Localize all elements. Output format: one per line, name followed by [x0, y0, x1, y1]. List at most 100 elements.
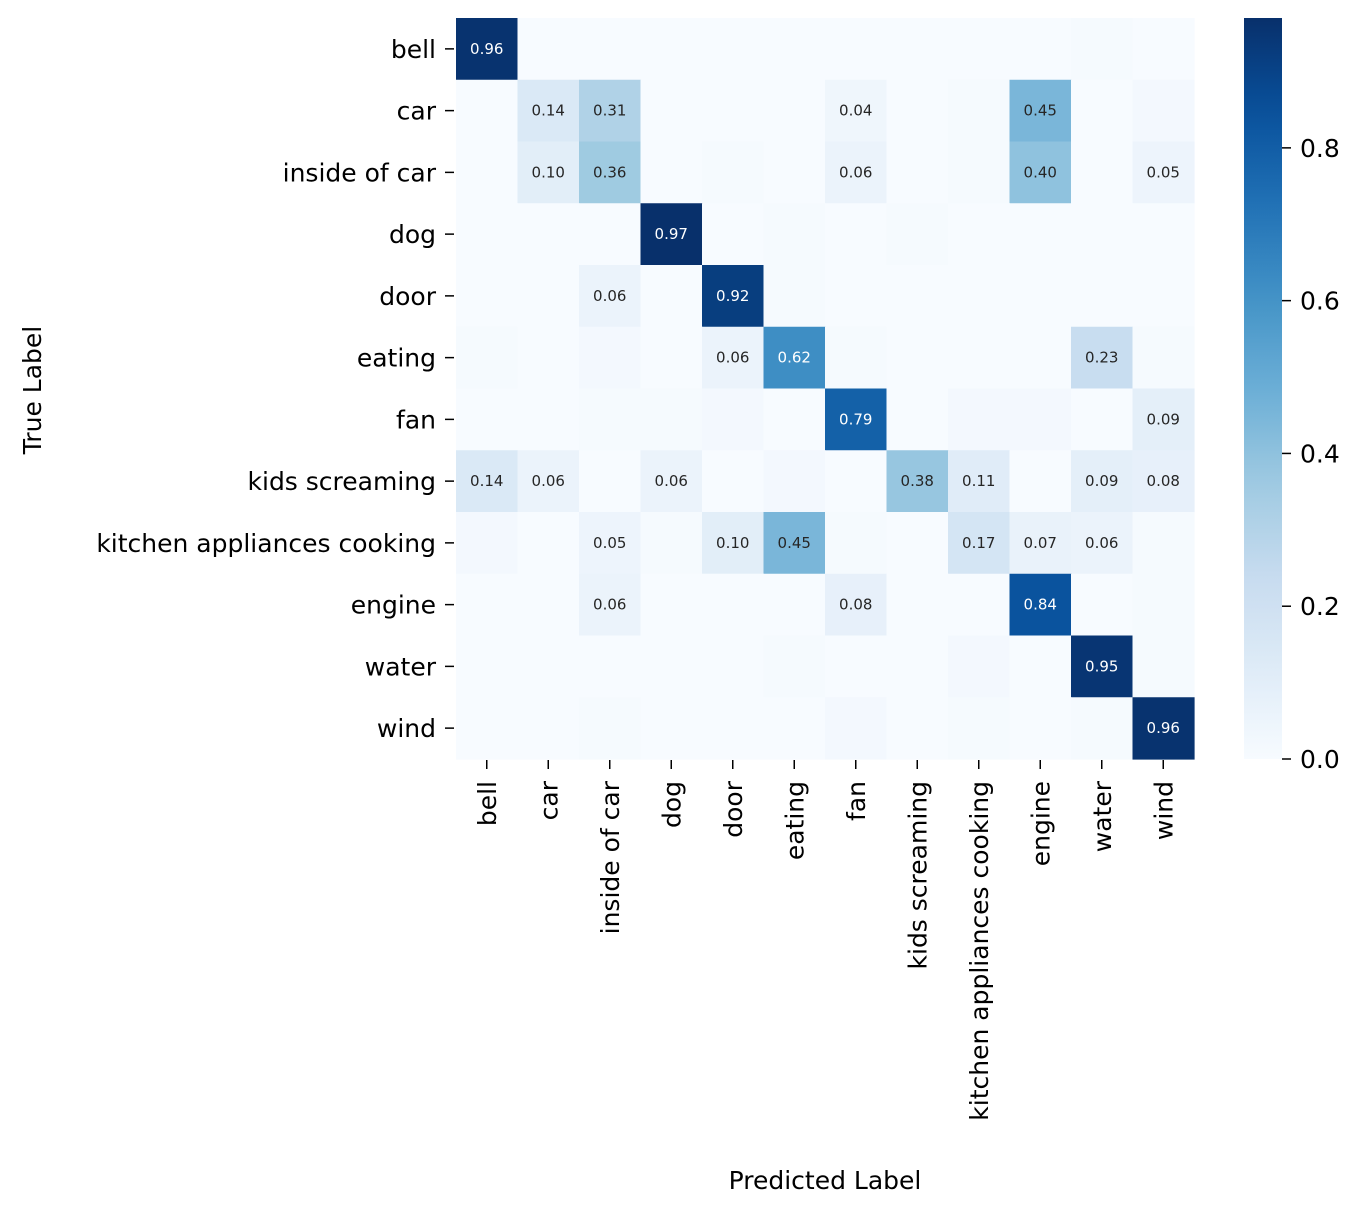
heatmap-cell: [1132, 388, 1195, 451]
heatmap-cell: [763, 141, 826, 204]
heatmap-cell: [517, 18, 580, 81]
heatmap-cell: [456, 573, 519, 637]
heatmap-cell: [948, 326, 1011, 390]
heatmap-cell: [1132, 203, 1195, 266]
heatmap-cell: [763, 512, 826, 575]
cell-value-label: 0.45: [778, 534, 811, 552]
heatmap-cell: [702, 79, 765, 143]
heatmap-cell: [517, 203, 580, 266]
heatmap-cell: [1009, 141, 1072, 204]
heatmap-cell: [763, 573, 826, 637]
colorbar-ticks: 0.0 0.2 0.4 0.6 0.8: [1282, 134, 1340, 774]
y-tick-label: door: [379, 282, 436, 311]
heatmap-cell: [948, 512, 1011, 575]
colorbar-tick-label: 0.4: [1300, 439, 1340, 468]
y-axis-title: True Label: [18, 326, 47, 456]
heatmap-cell: [886, 141, 949, 204]
heatmap-cell: [702, 388, 765, 451]
x-tick-label: bell: [473, 781, 502, 826]
heatmap-cell: [825, 450, 888, 513]
cell-value-label: 0.06: [1085, 534, 1118, 552]
x-axis-ticks: bell car inside of car dog door eating fan kids…: [473, 760, 1178, 1121]
cell-value-label: 0.14: [470, 472, 503, 490]
heatmap-cell: [456, 512, 519, 575]
heatmap-cell: [1132, 450, 1195, 513]
heatmap-cell: [825, 265, 888, 328]
cell-value-label: 0.08: [839, 596, 872, 614]
heatmap-cell: [517, 635, 580, 698]
colorbar-tick-label: 0.8: [1300, 134, 1340, 163]
cell-value-label: 0.09: [1085, 472, 1118, 490]
heatmap-cell: [886, 203, 949, 266]
heatmap-cell: [1071, 388, 1134, 451]
heatmap-cell: [702, 326, 765, 390]
heatmap-cell: [1071, 512, 1134, 575]
heatmap-cell: [456, 265, 519, 328]
heatmap-cell: [1071, 697, 1134, 760]
y-axis-ticks: bell car inside of car dog door eating fan kids…: [96, 35, 454, 743]
heatmap-cell: [1132, 635, 1195, 698]
heatmap-cell: [702, 635, 765, 698]
heatmap-cell: [517, 573, 580, 637]
heatmap-cell: [825, 141, 888, 204]
heatmap-cell: [640, 326, 703, 390]
heatmap-cell: [456, 635, 519, 698]
heatmap-cell: [579, 573, 642, 637]
heatmap-cell: [825, 79, 888, 143]
heatmap-cell: [948, 265, 1011, 328]
heatmap-cell: [825, 573, 888, 637]
heatmap-cell: [456, 326, 519, 390]
heatmap-cell: [456, 697, 519, 760]
x-tick-label: water: [1088, 780, 1117, 852]
heatmap-cell: [579, 79, 642, 143]
y-tick-label: water: [365, 652, 437, 681]
heatmap-cell: [517, 697, 580, 760]
x-tick-label: kitchen appliances cooking: [965, 781, 994, 1121]
heatmap-cell: [1071, 18, 1134, 81]
heatmap-cell: [517, 388, 580, 451]
heatmap-cell: [517, 79, 580, 143]
heatmap-cell: [763, 450, 826, 513]
heatmap-cell: [579, 512, 642, 575]
heatmap-cell: [948, 388, 1011, 451]
heatmap-cell: [1132, 573, 1195, 637]
heatmap-cell: [640, 18, 703, 81]
cell-value-label: 0.14: [532, 102, 565, 120]
cell-value-label: 0.84: [1024, 596, 1057, 614]
cell-value-label: 0.23: [1085, 349, 1118, 367]
heatmap-cell: [517, 141, 580, 204]
heatmap-cell: [948, 573, 1011, 637]
heatmap-cell: [702, 18, 765, 81]
heatmap-cell: [948, 18, 1011, 81]
heatmap-cell: [1132, 326, 1195, 390]
heatmap-cell: [640, 573, 703, 637]
heatmap-cell: [1009, 265, 1072, 328]
x-tick-label: engine: [1026, 781, 1055, 866]
y-tick-label: wind: [377, 714, 436, 743]
cell-value-label: 0.06: [716, 349, 749, 367]
heatmap-cell: [886, 265, 949, 328]
colorbar-tick-label: 0.2: [1300, 592, 1340, 621]
heatmap-cell: [1071, 326, 1134, 390]
heatmap-cell: [825, 512, 888, 575]
heatmap-cell: [948, 635, 1011, 698]
cell-value-label: 0.09: [1147, 410, 1180, 428]
heatmap-cell: [1071, 573, 1134, 637]
cell-value-label: 0.92: [716, 287, 749, 305]
cell-value-label: 0.07: [1024, 534, 1057, 552]
heatmap-cell: [886, 635, 949, 698]
heatmap-cell: [1132, 141, 1195, 204]
heatmap-cell: [1009, 635, 1072, 698]
cell-value-label: 0.06: [655, 472, 688, 490]
heatmap-cell: [1009, 573, 1072, 637]
heatmap-cell: [886, 326, 949, 390]
heatmap-cell: [763, 326, 826, 390]
heatmap-cell: [640, 203, 703, 266]
cell-value-label: 0.38: [901, 472, 934, 490]
heatmap-cell: [763, 265, 826, 328]
y-tick-label: fan: [396, 405, 436, 434]
heatmap-cell: [579, 450, 642, 513]
heatmap-cell: [1132, 697, 1195, 760]
cell-value-label: 0.45: [1024, 102, 1057, 120]
cell-value-label: 0.95: [1085, 657, 1118, 675]
